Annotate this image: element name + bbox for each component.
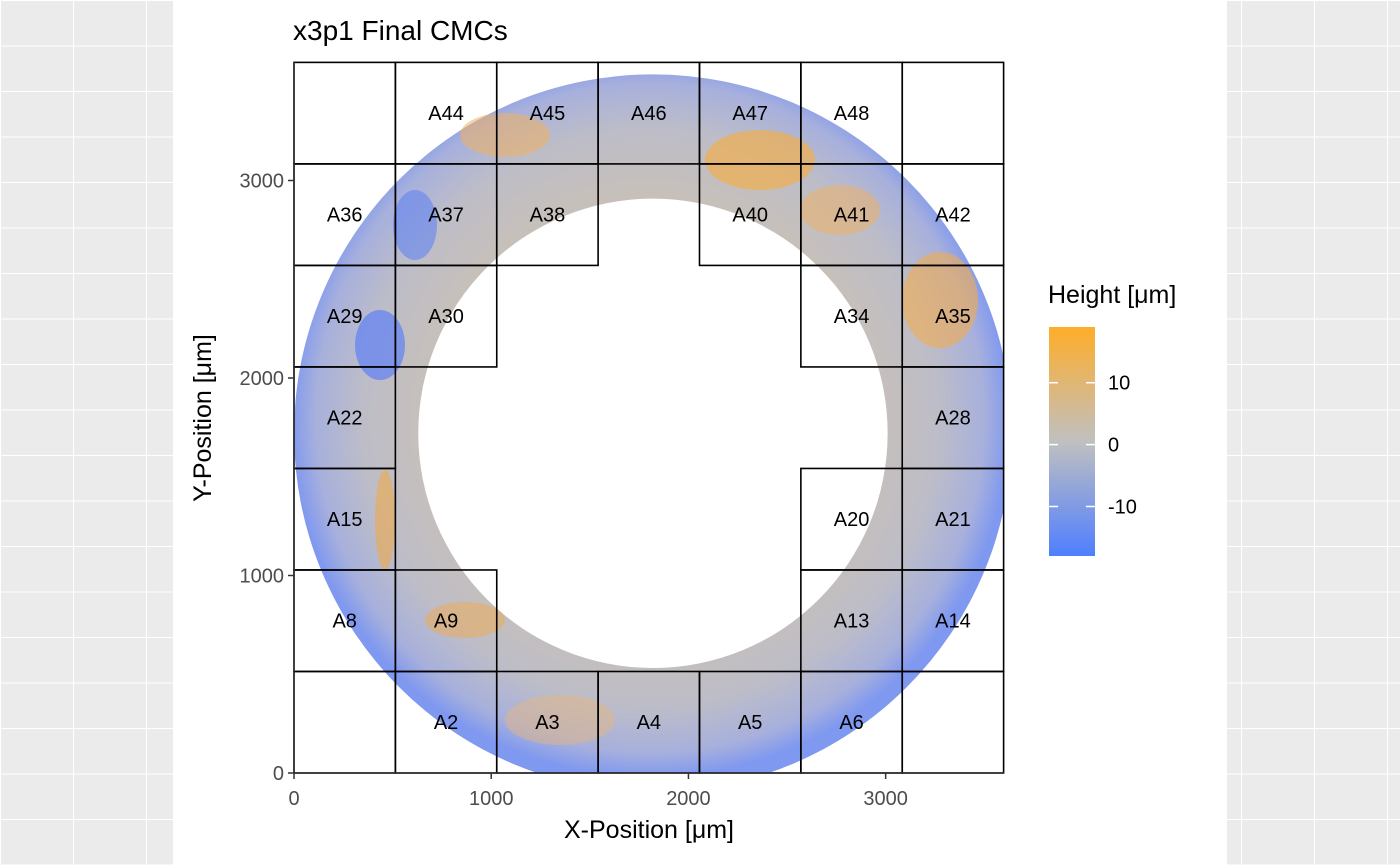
cmc-cell-label: A6 [839, 712, 863, 734]
cmc-cell-label: A2 [434, 712, 458, 734]
height-patch [505, 695, 615, 745]
cmc-cell-label: A47 [732, 103, 768, 125]
height-patch [902, 252, 978, 348]
legend-title: Height [μm] [1048, 281, 1176, 309]
x-axis-label: X-Position [μm] [564, 816, 734, 844]
x-tick-label: 0 [288, 788, 299, 810]
legend: Height [μm] 10 0 -10 [1048, 281, 1176, 556]
cmc-cell-label: A45 [530, 103, 566, 125]
ring-surface [294, 74, 1004, 773]
legend-tick-label: 0 [1108, 435, 1119, 457]
height-patch [355, 310, 405, 380]
chart-title: x3p1 Final CMCs [293, 15, 508, 46]
cmc-cell-label: A44 [428, 103, 464, 125]
legend-tick-label: 10 [1108, 373, 1130, 395]
legend-colorbar [1049, 327, 1095, 556]
cmc-cell-label: A21 [935, 509, 971, 531]
cmc-cell-label: A15 [327, 509, 363, 531]
cmc-cell-label: A13 [834, 611, 870, 633]
cmc-cell-label: A40 [732, 205, 768, 227]
height-patch [460, 113, 550, 157]
cmc-cell-grid: A2 A3 A4 A5 A6 A8 A9 A13 A14 A15 A20 A21 A22 A28 A29 A3… [293, 61, 1005, 774]
y-axis-label: Y-Position [μm] [189, 334, 217, 502]
cmc-cell-label: A8 [332, 611, 356, 633]
cmc-cell-label: A34 [834, 306, 870, 328]
x-tick-label: 3000 [863, 788, 908, 810]
cmc-cell-label: A35 [935, 306, 971, 328]
cmc-cell-label: A22 [327, 408, 363, 430]
height-patch [705, 130, 815, 190]
cmc-cell-label: A5 [738, 712, 762, 734]
cmc-cell-label: A38 [530, 205, 566, 227]
cmc-cell-empty [293, 61, 397, 165]
cmc-cell-label: A4 [637, 712, 661, 734]
height-patch [375, 470, 395, 570]
cmc-cell-label: A30 [428, 306, 464, 328]
legend-tick-label: -10 [1108, 496, 1137, 518]
cmc-cell-label: A14 [935, 611, 971, 633]
cmc-cell-empty [901, 61, 1005, 165]
cmc-cell-a9 [394, 569, 498, 673]
cmc-cell-label: A9 [434, 611, 458, 633]
height-patch [800, 185, 880, 235]
cmc-cell-label: A3 [535, 712, 559, 734]
cmc-cell-label: A20 [834, 509, 870, 531]
y-tick-label: 0 [273, 763, 284, 785]
cmc-cell-label: A37 [428, 205, 464, 227]
x-tick-label: 1000 [469, 788, 514, 810]
height-surface-ring [294, 74, 1004, 773]
cmc-cell-empty [293, 670, 397, 774]
height-patch [393, 190, 437, 260]
x-tick-label: 2000 [666, 788, 711, 810]
cmc-cell-label: A48 [834, 103, 870, 125]
y-tick-label: 1000 [240, 566, 285, 588]
axes: 0 1000 2000 3000 0 1000 2000 3000 [240, 62, 1004, 810]
y-tick-label: 2000 [240, 368, 285, 390]
cmc-cell-label: A36 [327, 205, 363, 227]
cmc-cell-label: A28 [935, 408, 971, 430]
cmc-cell-a42 [901, 163, 1005, 267]
cmc-cell-a48 [800, 61, 904, 165]
y-tick-label: 3000 [240, 171, 285, 193]
cmc-cell-label: A29 [327, 306, 363, 328]
cmc-cell-label: A46 [631, 103, 667, 125]
cmc-cell-label: A41 [834, 205, 870, 227]
cmc-cell-label: A42 [935, 205, 971, 227]
cmc-cell-empty [901, 670, 1005, 774]
height-patch [425, 602, 505, 638]
